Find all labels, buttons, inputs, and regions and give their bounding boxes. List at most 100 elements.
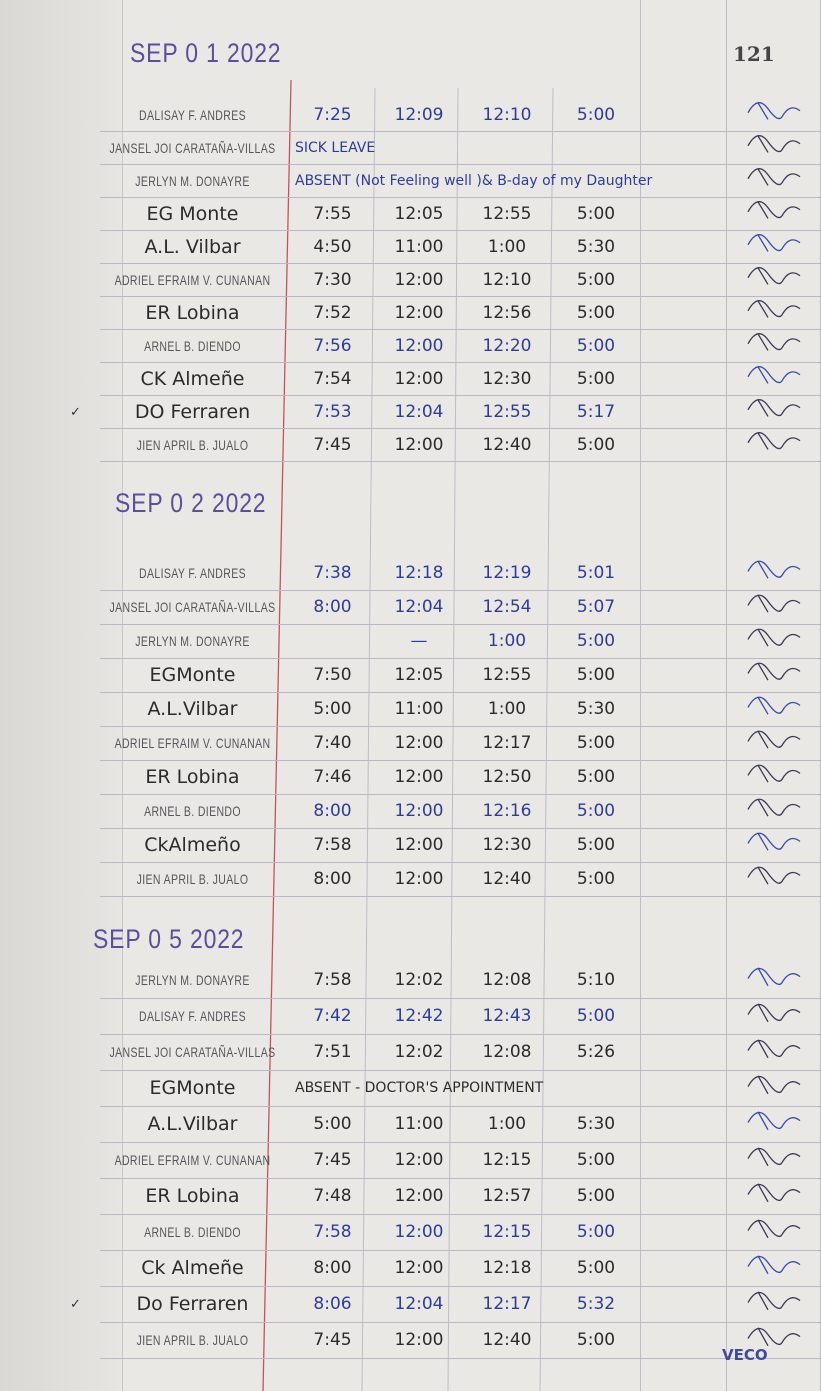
signature-scribble xyxy=(747,432,801,450)
employee-name: ARNEL B. DIENDO xyxy=(144,803,241,819)
remark-text: ABSENT - DOCTOR'S APPOINTMENT xyxy=(295,1080,544,1096)
employee-name: ADRIEL EFRAIM V. CUNANAN xyxy=(114,1152,271,1168)
attendance-row: EG Monte 7:55 12:05 12:55 5:00 xyxy=(100,197,821,231)
column-divider xyxy=(640,0,641,1391)
time-in-pm: 1:00 xyxy=(487,699,527,719)
time-out-pm: 5:17 xyxy=(576,401,616,422)
attendance-row: JANSEL JOI CARATAÑA-VILLAS SICK LEAVE xyxy=(100,131,821,165)
time-in-am: 5:00 xyxy=(313,1114,352,1134)
signature-scribble xyxy=(747,366,801,384)
signature-scribble xyxy=(747,730,801,749)
signature xyxy=(725,658,821,692)
time-out-am: 12:05 xyxy=(394,203,444,224)
time-in-pm: 12:10 xyxy=(482,104,532,125)
signature xyxy=(725,1142,821,1178)
time-in-am: 8:00 xyxy=(313,801,352,821)
signature-scribble xyxy=(747,135,801,153)
time-out-am: 12:00 xyxy=(394,767,444,787)
time-out-pm: 5:00 xyxy=(576,1150,616,1170)
employee-name: JERLYN M. DONAYRE xyxy=(135,972,250,988)
time-in-pm: 12:08 xyxy=(482,970,532,990)
time-in-am: 7:45 xyxy=(313,1330,352,1350)
employee-name: ER Lobina xyxy=(145,766,240,788)
attendance-row: ARNEL B. DIENDO 7:56 12:00 12:20 5:00 xyxy=(100,329,821,363)
time-in-pm: 12:15 xyxy=(482,1222,532,1242)
attendance-row: ADRIEL EFRAIM V. CUNANAN 7:40 12:00 12:17 5:… xyxy=(100,726,821,761)
signature-scribble xyxy=(747,168,801,186)
signature xyxy=(725,1250,821,1286)
time-in-pm: 12:57 xyxy=(482,1186,532,1206)
time-in-am: 8:00 xyxy=(313,597,352,617)
attendance-row: A.L.Vilbar 5:00 11:00 1:00 5:30 xyxy=(100,692,821,727)
time-out-am: 12:05 xyxy=(394,665,444,685)
date-header: SEP 0 1 2022 xyxy=(130,38,282,68)
signature-scribble xyxy=(747,234,801,252)
signature-scribble xyxy=(747,1003,801,1023)
time-out-pm: 5:30 xyxy=(576,699,616,719)
attendance-row: CK Almeñe 7:54 12:00 12:30 5:00 xyxy=(100,362,821,396)
attendance-row: ✓ DO Ferraren 7:53 12:04 12:55 5:17 xyxy=(70,395,821,429)
column-divider xyxy=(447,87,459,1391)
attendance-row: DALISAY F. ANDRES 7:38 12:18 12:19 5:01 xyxy=(100,556,821,591)
attendance-row: DALISAY F. ANDRES 7:25 12:09 12:10 5:00 xyxy=(100,98,821,132)
attendance-row: A.L.Vilbar 5:00 11:00 1:00 5:30 xyxy=(100,1106,821,1143)
signature-scribble xyxy=(747,628,801,647)
attendance-row: EGMonte 7:50 12:05 12:55 5:00 xyxy=(100,658,821,693)
employee-name: CK Almeñe xyxy=(140,367,245,390)
time-out-pm: 5:00 xyxy=(576,767,616,787)
checkmark: ✓ xyxy=(70,1296,81,1311)
time-out-pm: 5:00 xyxy=(576,1222,616,1242)
attendance-row: ER Lobina 7:52 12:00 12:56 5:00 xyxy=(100,296,821,330)
time-in-am: 8:00 xyxy=(313,869,352,889)
signature-scribble xyxy=(747,300,801,318)
time-out-am: 12:00 xyxy=(394,869,444,889)
time-in-pm: 12:30 xyxy=(482,835,532,855)
employee-name: JANSEL JOI CARATAÑA-VILLAS xyxy=(109,139,276,156)
time-out-am: 12:04 xyxy=(394,401,444,422)
signature xyxy=(725,828,821,862)
employee-name: A.L.Vilbar xyxy=(147,698,238,720)
attendance-row: JIEN APRIL B. JUALO 7:45 12:00 12:40 5:00 xyxy=(100,1322,821,1359)
time-out-pm: 5:07 xyxy=(576,597,616,617)
time-in-am xyxy=(290,624,375,658)
time-out-pm: 5:01 xyxy=(576,563,616,583)
signature xyxy=(725,962,821,998)
signature-scribble xyxy=(747,662,801,681)
time-out-pm: 5:00 xyxy=(576,733,616,753)
time-in-pm: 12:43 xyxy=(482,1006,532,1026)
column-divider xyxy=(539,87,554,1391)
time-in-am: 7:30 xyxy=(313,269,352,290)
time-in-pm: 12:40 xyxy=(482,434,532,455)
employee-name: CkAlmeño xyxy=(144,834,241,856)
signature xyxy=(725,556,821,590)
employee-name: JANSEL JOI CARATAÑA-VILLAS xyxy=(109,1044,276,1060)
signature xyxy=(725,794,821,828)
attendance-row: ARNEL B. DIENDO 8:00 12:00 12:16 5:00 xyxy=(100,794,821,829)
time-out-pm: 5:32 xyxy=(576,1294,616,1314)
time-in-pm: 12:55 xyxy=(482,665,532,685)
signature xyxy=(725,197,821,230)
time-in-pm: 12:19 xyxy=(482,563,532,583)
time-in-pm: 12:20 xyxy=(482,335,532,356)
column-divider xyxy=(361,87,376,1391)
time-out-am: 12:02 xyxy=(394,1042,444,1062)
signature-scribble xyxy=(747,1111,801,1131)
time-out-am: 12:00 xyxy=(394,269,444,290)
signature xyxy=(725,692,821,726)
employee-name: ER Lobina xyxy=(145,1185,240,1207)
time-in-am: 7:25 xyxy=(313,104,352,125)
page-binding-edge xyxy=(0,0,123,1391)
time-in-pm: 12:56 xyxy=(482,302,532,323)
time-in-am: 8:06 xyxy=(313,1294,352,1314)
time-in-am: 7:56 xyxy=(313,335,352,356)
employee-name: Ck Almeñe xyxy=(141,1257,244,1279)
signature-scribble xyxy=(747,267,801,285)
signature-scribble xyxy=(747,1075,801,1095)
time-in-am: 7:55 xyxy=(313,203,352,224)
employee-name: JIEN APRIL B. JUALO xyxy=(136,436,249,453)
time-in-pm: 12:15 xyxy=(482,1150,532,1170)
time-in-pm: 12:10 xyxy=(482,269,532,290)
signature xyxy=(725,1286,821,1322)
signature-scribble xyxy=(747,399,801,417)
remark-text: SICK LEAVE xyxy=(295,139,376,156)
